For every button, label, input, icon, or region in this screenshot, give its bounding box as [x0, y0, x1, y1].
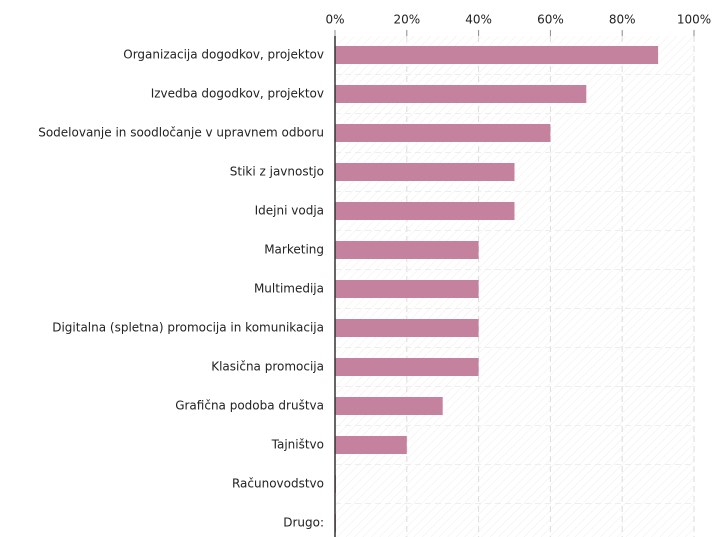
bar — [335, 202, 515, 220]
x-tick-label: 40% — [465, 13, 492, 27]
bar — [335, 436, 407, 454]
y-tick-label: Digitalna (spletna) promocija in komunik… — [52, 321, 324, 335]
y-tick-label: Idejni vodja — [255, 204, 324, 218]
bar — [335, 241, 479, 259]
x-tick-label: 100% — [677, 13, 711, 27]
y-tick-label: Klasična promocija — [211, 360, 324, 374]
y-tick-label: Organizacija dogodkov, projektov — [123, 48, 324, 62]
y-tick-label: Računovodstvo — [232, 477, 324, 491]
bar — [335, 397, 443, 415]
bar — [335, 280, 479, 298]
bar — [335, 163, 515, 181]
bar — [335, 85, 587, 103]
y-tick-label: Izvedba dogodkov, projektov — [151, 87, 324, 101]
y-tick-label: Tajništvo — [271, 438, 324, 452]
y-tick-label: Marketing — [264, 243, 324, 257]
x-tick-label: 60% — [537, 13, 564, 27]
y-tick-label: Stiki z javnostjo — [230, 165, 324, 179]
bar — [335, 319, 479, 337]
x-tick-label: 80% — [609, 13, 636, 27]
x-tick-label: 0% — [325, 13, 344, 27]
y-tick-label: Drugo: — [283, 516, 324, 530]
bar — [335, 124, 551, 142]
bar — [335, 358, 479, 376]
y-tick-label: Grafična podoba društva — [175, 399, 324, 413]
x-tick-label: 20% — [393, 13, 420, 27]
y-tick-label: Multimedija — [254, 282, 324, 296]
bar — [335, 46, 659, 64]
y-tick-label: Sodelovanje in soodločanje v upravnem od… — [38, 126, 324, 140]
